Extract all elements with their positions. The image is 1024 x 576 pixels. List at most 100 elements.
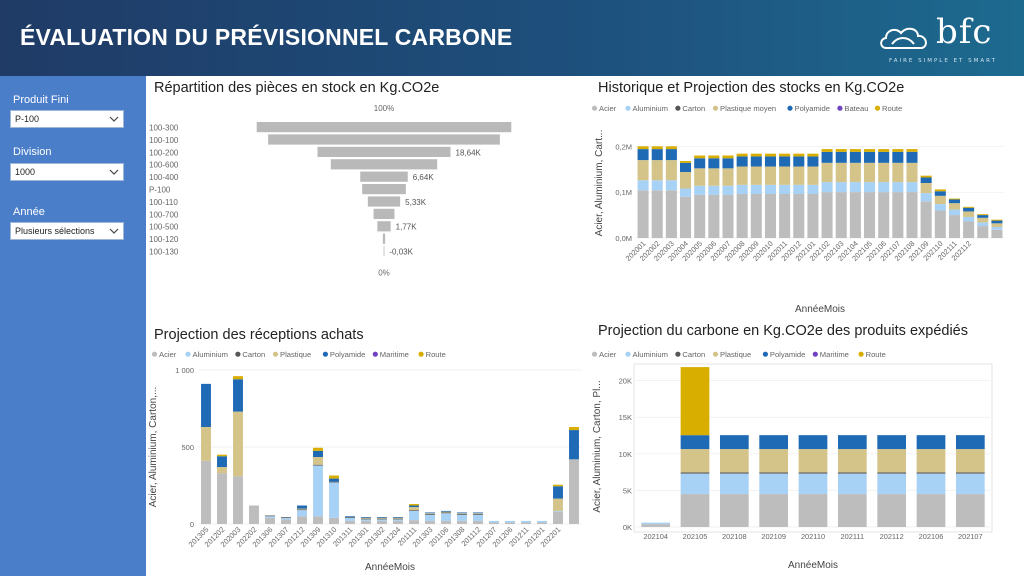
- bar-segment-acier: [977, 226, 989, 238]
- funnel-category-label: 100-600: [149, 161, 179, 170]
- bar-segment-plastique: [837, 449, 867, 473]
- bar-segment-route: [793, 153, 805, 157]
- bar-segment-aluminium: [441, 513, 451, 521]
- bar-segment-aluminium: [505, 520, 515, 523]
- bar-segment-plastique: [409, 507, 419, 511]
- bar-segment-aluminium: [835, 182, 847, 193]
- bar-segment-acier: [665, 190, 677, 238]
- bar-segment-plastique: [361, 517, 371, 519]
- bar-segment-carton: [297, 509, 307, 511]
- bar-segment-polyamide: [297, 505, 307, 509]
- funnel-data-label: 18,64K: [456, 148, 482, 157]
- legend-entry: Maritime: [380, 350, 409, 359]
- division-select[interactable]: 1000: [10, 163, 124, 181]
- legend-entry: Maritime: [820, 350, 849, 359]
- bar-segment-polyamide: [736, 156, 748, 167]
- funnel-category-label: P-100: [149, 186, 171, 195]
- bar-segment-route: [821, 149, 833, 152]
- bar-segment-polyamide: [750, 156, 762, 167]
- bar-segment-aluminium: [849, 182, 861, 193]
- bar-segment-plastique-moyen: [779, 166, 791, 185]
- bar-segment-plastique-moyen: [736, 166, 748, 185]
- funnel-bar: [256, 122, 512, 133]
- bar-segment-polyamide: [719, 435, 749, 450]
- bar-segment-acier: [297, 516, 307, 524]
- bar-segment-polyamide: [864, 151, 876, 163]
- bar-segment-polyamide: [948, 199, 960, 204]
- bar-segment-plastique-moyen: [849, 162, 861, 183]
- funnel-category-label: 100-110: [149, 198, 178, 207]
- bar-segment-aluminium: [313, 465, 323, 517]
- year-select[interactable]: Plusieurs sélections: [10, 222, 124, 240]
- bar-segment-polyamide: [708, 158, 720, 169]
- bar-segment-carton: [425, 513, 435, 515]
- bar-segment-aluminium: [708, 185, 720, 195]
- bar-segment-polyamide: [798, 435, 828, 450]
- bar-segment-carton: [265, 515, 275, 517]
- bar-segment-plastique-moyen: [651, 160, 663, 181]
- bar-segment-plastique-moyen: [708, 168, 720, 186]
- chevron-down-icon: [109, 228, 119, 234]
- bar-segment-aluminium: [425, 514, 435, 521]
- bar-segment-acier: [759, 494, 789, 527]
- filter-sidebar: Produit Fini P-100 Division 1000 Année P…: [0, 76, 146, 576]
- x-tick-label: 202111: [841, 532, 865, 541]
- bar-segment-polyamide: [329, 478, 339, 482]
- bar-segment-route: [864, 149, 876, 152]
- logo-tagline: FAIRE SIMPLE ET SMART: [889, 58, 997, 64]
- bar-segment-plastique-moyen: [637, 160, 649, 181]
- bar-segment-route: [708, 155, 720, 159]
- bar-segment-acier: [878, 192, 890, 238]
- bar-segment-plastique: [425, 513, 435, 514]
- funnel-category-label: 100-100: [149, 136, 179, 145]
- bar-segment-aluminium: [779, 184, 791, 194]
- bar-segment-acier: [948, 215, 960, 238]
- bar-segment-acier: [505, 522, 515, 524]
- bar-segment-aluminium: [680, 473, 710, 495]
- bar-segment-plastique: [457, 513, 467, 514]
- bar-segment-aluminium: [409, 510, 419, 521]
- bar-segment-acier: [521, 522, 531, 524]
- bar-segment-plastique: [201, 426, 211, 461]
- bar-segment-route: [329, 475, 339, 479]
- bar-segment-aluminium: [489, 520, 499, 523]
- stock-chart-title: Historique et Projection des stocks en K…: [598, 80, 905, 96]
- x-tick-label: 202112: [880, 532, 904, 541]
- shipped-carbon-chart: Acier Aluminium Carton Plastique Polyamide Ma…: [591, 350, 993, 571]
- y-axis-title: Acier, Aluminium, Cart...: [594, 130, 605, 237]
- bar-segment-aluminium: [793, 184, 805, 194]
- bar-segment-polyamide: [217, 456, 227, 468]
- bar-segment-acier: [313, 516, 323, 524]
- funnel-chart-title: Répartition des pièces en stock en Kg.CO…: [154, 80, 440, 96]
- product-select[interactable]: P-100: [10, 110, 124, 128]
- bar-segment-route: [991, 219, 1003, 221]
- bar-segment-plastique: [313, 457, 323, 465]
- bar-segment-route: [637, 146, 649, 150]
- bar-segment-polyamide: [665, 149, 677, 161]
- bar-segment-route: [934, 189, 946, 192]
- bar-segment-aluminium: [553, 510, 563, 512]
- bar-segment-plastique-moyen: [793, 166, 805, 185]
- bar-segment-carton: [441, 512, 451, 514]
- bar-segment-polyamide: [821, 151, 833, 163]
- bar-segment-plastique-moyen: [722, 168, 734, 186]
- bar-segment-polyamide: [425, 512, 435, 514]
- bar-segment-aluminium: [297, 510, 307, 517]
- bar-segment-aluminium: [955, 473, 985, 495]
- bar-segment-route: [920, 175, 932, 178]
- bar-segment-polyamide: [835, 151, 847, 163]
- bar-segment-aluminium: [892, 182, 904, 193]
- funnel-category-label: 100-400: [149, 173, 179, 182]
- bar-segment-polyamide: [877, 435, 907, 450]
- y-axis-title: Acier, Aluminium, Carton,...: [148, 387, 159, 508]
- bar-segment-acier: [955, 494, 985, 527]
- bar-segment-acier: [719, 494, 749, 527]
- bar-segment-acier: [798, 494, 828, 527]
- legend-entry: Polyamide: [770, 350, 805, 359]
- bar-segment-acier: [680, 196, 692, 238]
- bar-segment-route: [553, 484, 563, 487]
- bar-segment-route: [680, 367, 710, 436]
- legend-marker: [185, 351, 191, 357]
- bar-segment-plastique-moyen: [665, 160, 677, 181]
- bar-segment-acier: [489, 522, 499, 524]
